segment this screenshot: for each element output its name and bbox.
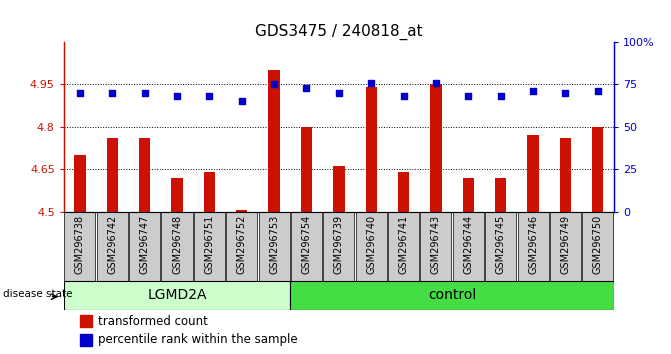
Point [140, 90, 150, 96]
Bar [495, 178, 507, 212]
Text: GSM296744: GSM296744 [463, 215, 473, 274]
Text: GSM296743: GSM296743 [431, 215, 441, 274]
Text: GSM296742: GSM296742 [107, 215, 117, 274]
Bar [421, 212, 452, 281]
Bar [398, 172, 409, 212]
Bar [485, 212, 516, 281]
Bar [236, 210, 248, 212]
Bar [64, 212, 95, 281]
Bar [162, 212, 193, 281]
Bar [356, 212, 386, 281]
Text: GSM296749: GSM296749 [560, 215, 570, 274]
Text: GSM296746: GSM296746 [528, 215, 538, 274]
Bar [291, 212, 322, 281]
Point [366, 80, 376, 85]
Text: control: control [428, 288, 476, 302]
Bar [550, 212, 581, 281]
Point [527, 88, 538, 94]
Point [236, 98, 247, 104]
Point [301, 85, 312, 91]
Bar [226, 212, 257, 281]
Point [463, 93, 474, 99]
Point [398, 93, 409, 99]
Bar [388, 212, 419, 281]
Text: GSM296741: GSM296741 [399, 215, 409, 274]
Text: percentile rank within the sample: percentile rank within the sample [98, 333, 297, 346]
Point [74, 90, 85, 96]
Bar [592, 127, 603, 212]
Bar [323, 212, 354, 281]
Bar [258, 212, 290, 281]
Bar [463, 178, 474, 212]
Bar [366, 87, 377, 212]
Bar [64, 281, 291, 310]
Title: GDS3475 / 240818_at: GDS3475 / 240818_at [255, 24, 423, 40]
Bar [430, 84, 442, 212]
Text: GSM296752: GSM296752 [237, 215, 247, 274]
Bar [107, 138, 118, 212]
Text: disease state: disease state [3, 289, 72, 299]
Point [592, 88, 603, 94]
Text: GSM296748: GSM296748 [172, 215, 182, 274]
Text: LGMD2A: LGMD2A [147, 288, 207, 302]
Text: GSM296738: GSM296738 [75, 215, 85, 274]
Point [495, 93, 506, 99]
Point [333, 90, 344, 96]
Text: GSM296751: GSM296751 [205, 215, 215, 274]
Bar [291, 281, 614, 310]
Bar [194, 212, 225, 281]
Bar [129, 212, 160, 281]
Bar [560, 138, 571, 212]
Text: GSM296747: GSM296747 [140, 215, 150, 274]
Point [431, 80, 442, 85]
Point [560, 90, 571, 96]
Text: GSM296753: GSM296753 [269, 215, 279, 274]
Text: GSM296745: GSM296745 [496, 215, 506, 274]
Bar [81, 334, 93, 346]
Bar [268, 70, 280, 212]
Bar [81, 315, 93, 327]
Bar [582, 212, 613, 281]
Point [107, 90, 117, 96]
Bar [139, 138, 150, 212]
Bar [204, 172, 215, 212]
Bar [97, 212, 128, 281]
Text: GSM296754: GSM296754 [301, 215, 311, 274]
Bar [517, 212, 549, 281]
Text: GSM296740: GSM296740 [366, 215, 376, 274]
Text: GSM296739: GSM296739 [334, 215, 344, 274]
Bar [171, 178, 183, 212]
Text: GSM296750: GSM296750 [592, 215, 603, 274]
Bar [527, 135, 539, 212]
Bar [333, 166, 344, 212]
Bar [453, 212, 484, 281]
Text: transformed count: transformed count [98, 315, 208, 328]
Bar [74, 155, 86, 212]
Bar [301, 127, 312, 212]
Point [172, 93, 183, 99]
Point [204, 93, 215, 99]
Point [269, 81, 280, 87]
